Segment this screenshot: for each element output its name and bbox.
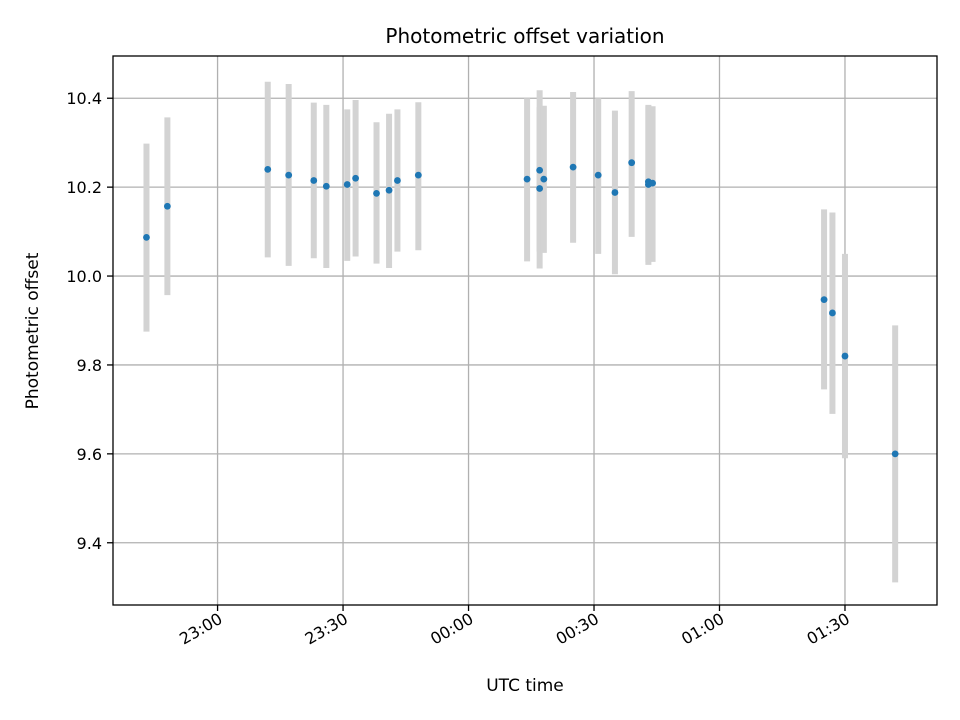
data-point <box>385 186 393 194</box>
data-point <box>536 185 544 192</box>
data-point <box>310 177 318 184</box>
x-axis-title: UTC time <box>486 676 564 696</box>
data-point <box>649 179 656 187</box>
y-tick-label: 10.4 <box>66 89 102 108</box>
plot-area-frame <box>112 55 938 606</box>
data-point <box>264 165 272 173</box>
data-point <box>373 189 380 197</box>
y-axis-ticks: 9.4 9.6 9.8 10.0 10.2 10.4 <box>66 89 113 553</box>
data-point <box>540 175 548 183</box>
y-tick-label: 9.4 <box>77 534 102 553</box>
data-point <box>343 181 351 188</box>
data-point <box>143 233 150 241</box>
data-points <box>143 159 899 458</box>
data-point <box>523 175 531 183</box>
chart-title: Photometric offset variation <box>385 24 664 48</box>
data-point <box>569 163 577 171</box>
data-point <box>611 189 619 196</box>
data-point <box>414 171 422 179</box>
y-axis-title: Photometric offset <box>23 252 43 409</box>
data-point <box>536 166 544 174</box>
data-point <box>594 171 602 179</box>
y-tick-label: 10.2 <box>66 178 102 197</box>
data-point <box>322 182 330 190</box>
y-tick-label: 9.8 <box>77 356 102 375</box>
data-point <box>352 174 359 182</box>
data-point <box>163 202 171 210</box>
data-point <box>394 177 401 184</box>
data-point <box>891 450 899 458</box>
y-tick-label: 9.6 <box>77 445 102 464</box>
data-point <box>829 309 836 317</box>
data-point <box>841 352 849 360</box>
data-point <box>628 159 636 167</box>
data-point <box>285 171 293 179</box>
data-point <box>820 296 828 304</box>
y-tick-label: 10.0 <box>66 267 102 286</box>
